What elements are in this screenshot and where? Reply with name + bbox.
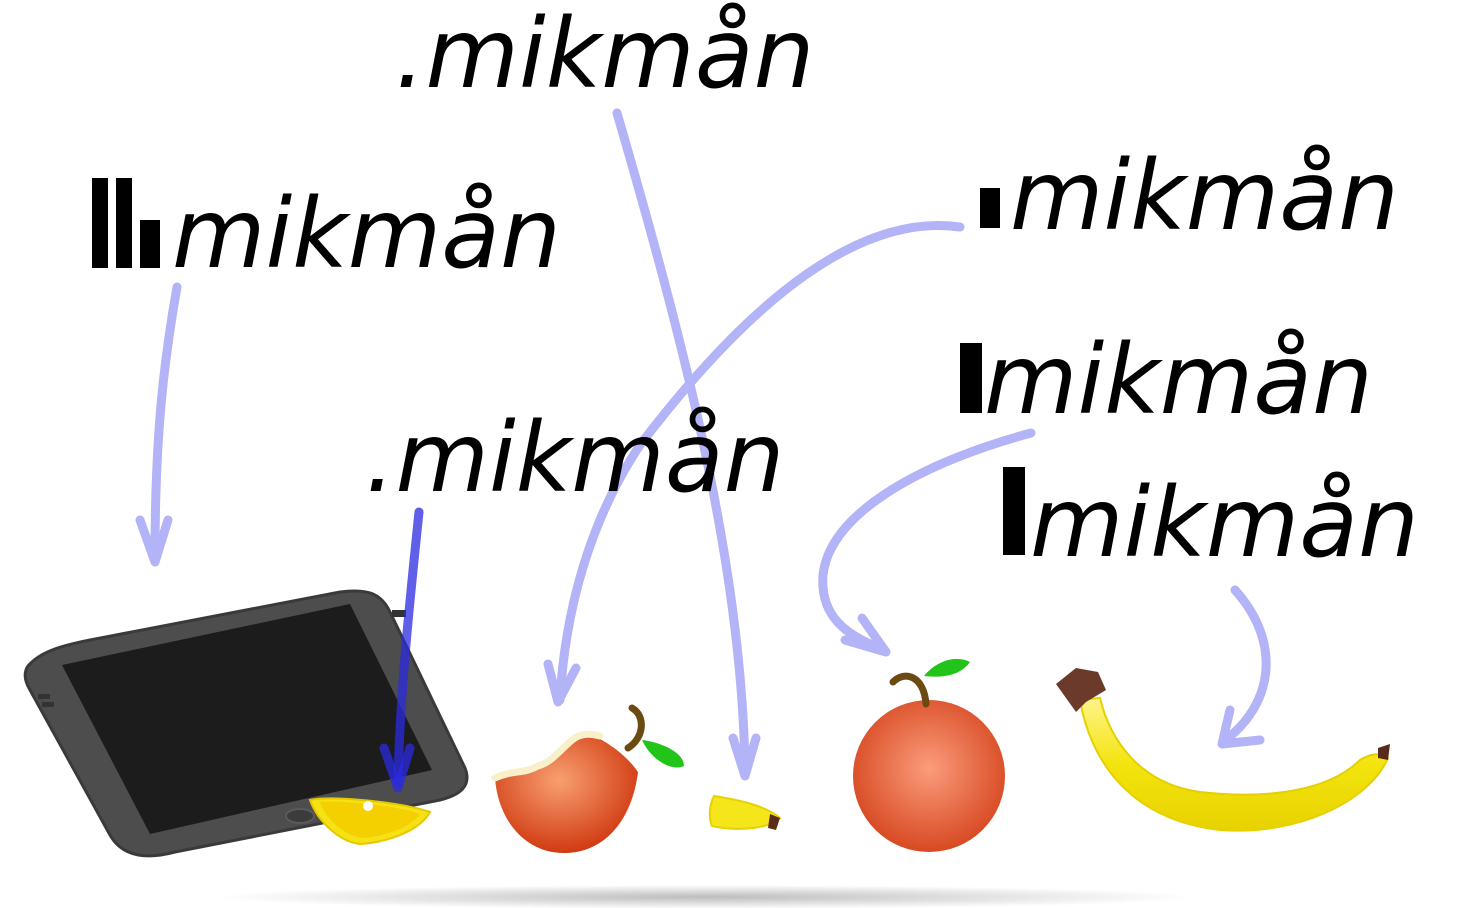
apple-word: mikmån (1010, 140, 1399, 252)
arrow-tablet (135, 282, 182, 567)
double-bar-mark (92, 178, 160, 268)
orange-icon (853, 658, 1005, 852)
lemon-slice-icon (308, 797, 432, 846)
bar-mark (980, 188, 1000, 228)
banana-word: mikmån (1030, 467, 1419, 579)
banana-icon (1056, 668, 1390, 832)
arrow-top-to-banana-piece (612, 108, 761, 781)
middle-label: .mikmån (365, 402, 784, 514)
tablet-icon (23, 589, 469, 858)
middle-word: .mikmån (365, 402, 784, 514)
ground-shadow (215, 885, 1195, 908)
banana-piece-icon (708, 794, 782, 830)
bar-mark (960, 343, 982, 413)
orange-word: mikmån (984, 324, 1373, 436)
top-word: .mikmån (395, 0, 814, 110)
banana-label: mikmån (1003, 467, 1419, 579)
apple-label: mikmån (980, 140, 1399, 252)
arrow-middle-to-tablet (379, 507, 424, 793)
bar-mark (1003, 467, 1025, 555)
arrow-right-to-apple (543, 221, 965, 707)
tablet-label: mikmån (92, 178, 561, 290)
top-label: .mikmån (395, 0, 814, 110)
orange-label: mikmån (960, 324, 1373, 436)
arrow-to-orange (818, 428, 1036, 657)
bitten-apple-icon (491, 704, 684, 854)
tablet-word: mikmån (172, 178, 561, 290)
arrow-to-banana (1217, 585, 1271, 749)
